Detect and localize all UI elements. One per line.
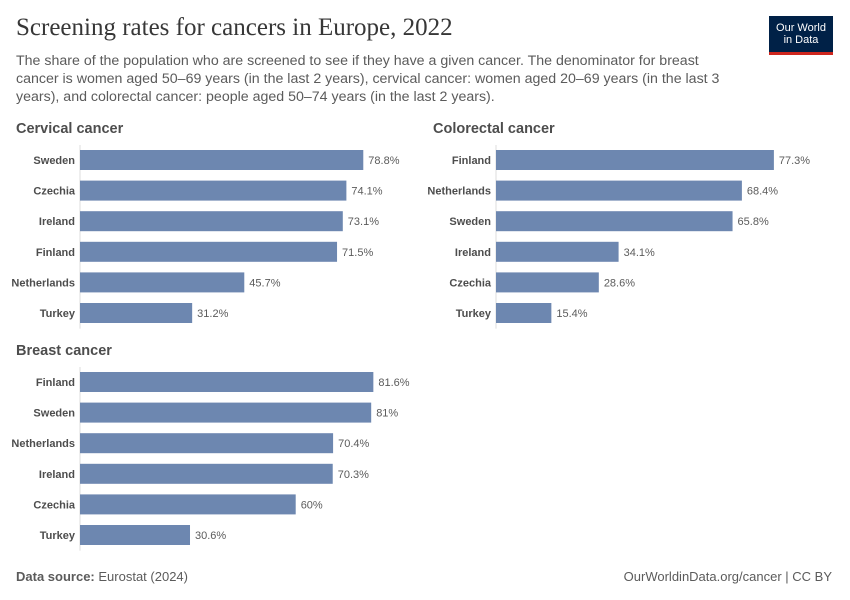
value-label: 45.7% — [249, 277, 280, 289]
source-label: Data source: — [16, 569, 95, 584]
bar-turkey[interactable] — [80, 303, 193, 323]
bar-turkey[interactable] — [496, 303, 552, 323]
category-label: Finland — [452, 155, 491, 167]
category-label: Netherlands — [11, 277, 75, 289]
bar-ireland[interactable] — [80, 463, 333, 484]
category-label: Czechia — [449, 277, 491, 289]
value-label: 78.8% — [368, 155, 399, 167]
value-label: 73.1% — [348, 216, 379, 228]
bar-finland[interactable] — [496, 150, 774, 170]
value-label: 34.1% — [624, 247, 655, 259]
value-label: 15.4% — [556, 308, 587, 320]
value-label: 60% — [301, 499, 323, 511]
owid-logo[interactable]: Our World in Data — [769, 16, 833, 55]
bar-czechia[interactable] — [80, 180, 347, 201]
value-label: 30.6% — [195, 530, 226, 542]
value-label: 81.6% — [378, 377, 409, 389]
bar-ireland[interactable] — [496, 241, 619, 262]
bar-netherlands[interactable] — [80, 272, 245, 293]
value-label: 31.2% — [197, 308, 228, 320]
category-label: Sweden — [33, 155, 75, 167]
panel-title-cervical: Cervical cancer — [16, 121, 124, 137]
chart-title: Screening rates for cancers in Europe, 2… — [16, 14, 453, 41]
data-source: Data source: Eurostat (2024) — [16, 569, 188, 584]
category-label: Finland — [36, 247, 75, 259]
category-label: Turkey — [40, 308, 76, 320]
category-label: Ireland — [455, 247, 491, 259]
bar-netherlands[interactable] — [80, 433, 334, 454]
bar-czechia[interactable] — [80, 494, 296, 515]
chart-subtitle: The share of the population who are scre… — [16, 53, 720, 105]
source-value[interactable]: Eurostat (2024) — [98, 569, 188, 584]
bar-ireland[interactable] — [80, 211, 343, 232]
category-label: Finland — [36, 377, 75, 389]
bar-czechia[interactable] — [496, 272, 599, 293]
category-label: Sweden — [449, 216, 491, 228]
value-label: 28.6% — [604, 277, 635, 289]
bar-sweden[interactable] — [80, 402, 372, 423]
panel-title-breast: Breast cancer — [16, 343, 112, 359]
category-label: Netherlands — [427, 186, 491, 198]
value-label: 81% — [376, 408, 398, 420]
bar-netherlands[interactable] — [496, 180, 742, 201]
category-label: Czechia — [33, 186, 75, 198]
bar-turkey[interactable] — [80, 525, 191, 545]
category-label: Sweden — [33, 408, 75, 420]
bar-sweden[interactable] — [496, 211, 733, 232]
bar-finland[interactable] — [80, 241, 338, 262]
logo-line-1: Our World — [776, 22, 826, 34]
category-label: Ireland — [39, 469, 75, 481]
bar-finland[interactable] — [80, 372, 374, 392]
value-label: 70.4% — [338, 438, 369, 450]
panel-title-colorectal: Colorectal cancer — [433, 121, 555, 137]
category-label: Turkey — [456, 308, 492, 320]
category-label: Netherlands — [11, 438, 75, 450]
value-label: 77.3% — [779, 155, 810, 167]
category-label: Czechia — [33, 499, 75, 511]
value-label: 68.4% — [747, 186, 778, 198]
value-label: 74.1% — [351, 186, 382, 198]
value-label: 65.8% — [738, 216, 769, 228]
logo-line-2: in Data — [783, 34, 819, 46]
bar-sweden[interactable] — [80, 150, 364, 170]
credit-link[interactable]: OurWorldinData.org/cancer | CC BY — [623, 569, 832, 584]
category-label: Ireland — [39, 216, 75, 228]
value-label: 71.5% — [342, 247, 373, 259]
category-label: Turkey — [40, 530, 76, 542]
value-label: 70.3% — [338, 469, 369, 481]
